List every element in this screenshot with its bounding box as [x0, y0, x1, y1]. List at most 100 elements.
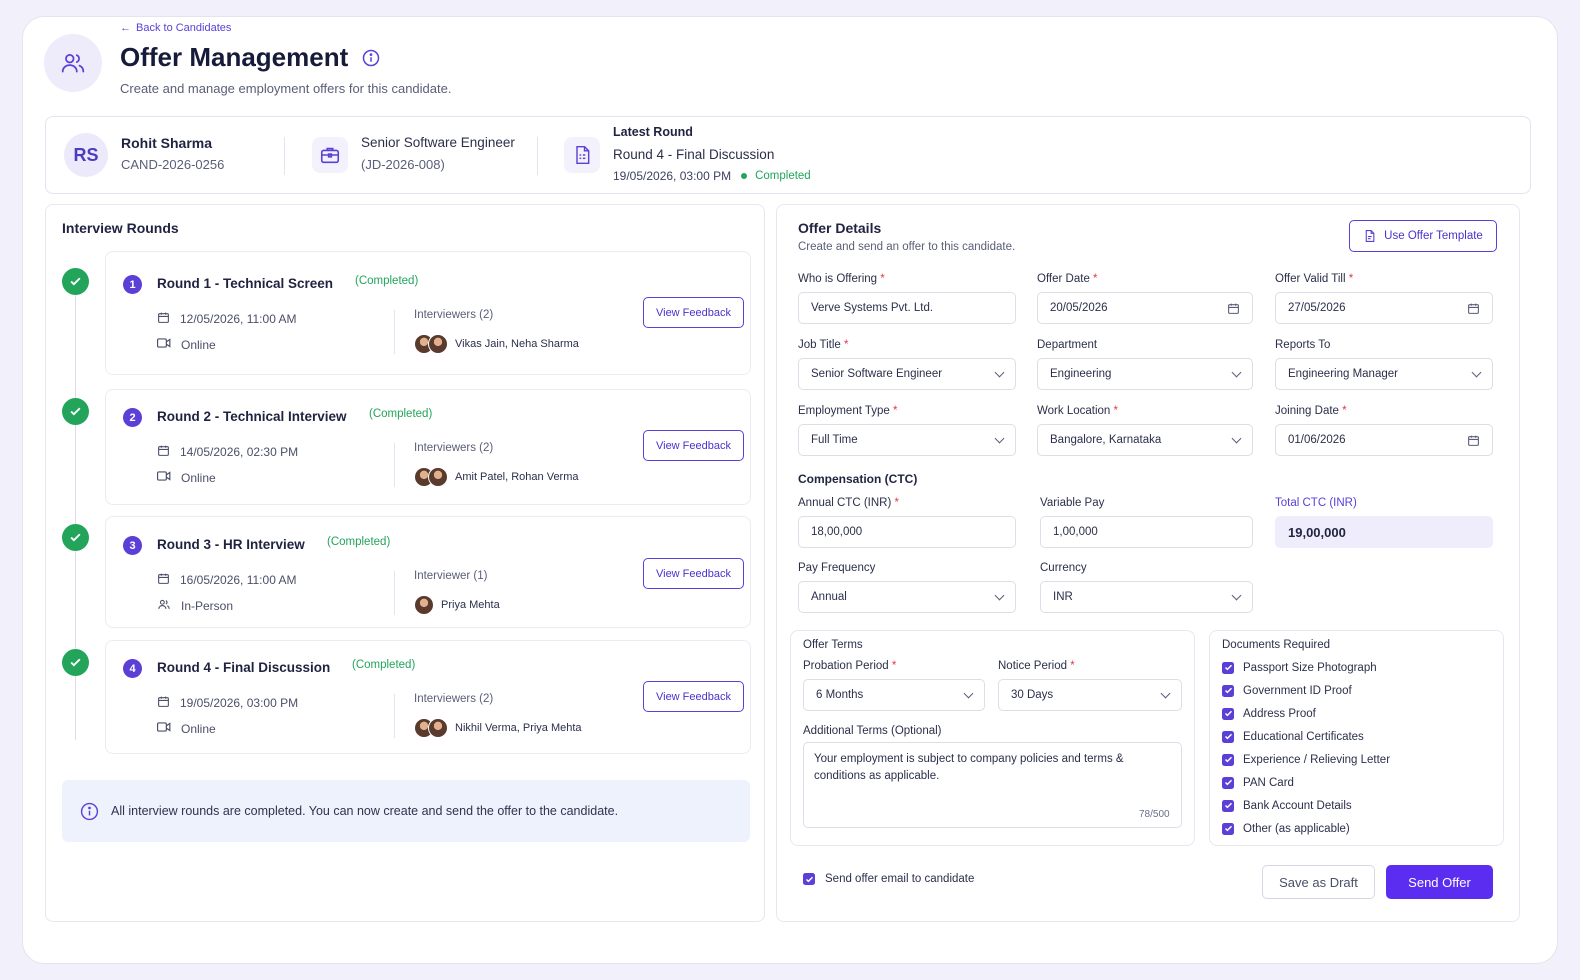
calendar-icon	[1468, 303, 1479, 314]
document-checkbox-item[interactable]: Government ID Proof	[1222, 679, 1390, 702]
variable-pay-label: Variable Pay	[1040, 497, 1105, 509]
document-checkbox-item[interactable]: Other (as applicable)	[1222, 817, 1390, 840]
use-offer-template-button[interactable]: Use Offer Template	[1349, 220, 1497, 252]
department-label: Department	[1037, 339, 1098, 351]
notice-label: Notice Period *	[998, 660, 1075, 672]
offer-date-field[interactable]: 20/05/2026	[1037, 292, 1253, 324]
timeline-line	[75, 294, 76, 740]
avatar: RS	[64, 133, 108, 177]
checkbox-checked-icon[interactable]	[1222, 684, 1234, 697]
back-to-candidates-link[interactable]: ← Back to Candidates	[120, 22, 231, 34]
interviewer-avatars	[414, 467, 448, 487]
round-number: 3	[123, 536, 142, 555]
divider	[394, 694, 395, 738]
send-offer-button[interactable]: Send Offer	[1386, 865, 1493, 899]
document-checkbox-item[interactable]: Bank Account Details	[1222, 794, 1390, 817]
offer-date-label: Offer Date *	[1037, 273, 1098, 285]
probation-label: Probation Period *	[803, 660, 897, 672]
document-checkbox-item[interactable]: Educational Certificates	[1222, 725, 1390, 748]
video-icon	[157, 721, 171, 736]
documents-title: Documents Required	[1222, 639, 1331, 651]
document-checkbox-item[interactable]: Address Proof	[1222, 702, 1390, 725]
arrow-left-icon: ←	[120, 22, 131, 34]
info-icon	[80, 802, 99, 820]
compensation-title: Compensation (CTC)	[798, 472, 918, 486]
view-feedback-button[interactable]: View Feedback	[643, 297, 744, 328]
candidate-summary-bar: RS Rohit Sharma CAND-2026-0256 Senior So…	[45, 116, 1531, 194]
avatar	[414, 595, 434, 615]
round-mode: In-Person	[157, 598, 233, 614]
send-email-option[interactable]: Send offer email to candidate	[803, 873, 974, 885]
currency-select[interactable]: INR	[1040, 581, 1253, 613]
round-card: 3 Round 3 - HR Interview (Completed) 16/05/…	[105, 516, 751, 628]
document-label: Bank Account Details	[1243, 799, 1352, 812]
checkbox-checked-icon[interactable]	[1222, 661, 1234, 674]
joining-date-field[interactable]: 01/06/2026	[1275, 424, 1493, 456]
checkbox-checked-icon[interactable]	[1222, 799, 1234, 812]
notice-select[interactable]: 30 Days	[998, 679, 1182, 711]
checkbox-checked-icon[interactable]	[1222, 753, 1234, 766]
round-card: 4 Round 4 - Final Discussion (Completed) 19…	[105, 640, 751, 754]
who-offering-field[interactable]: Verve Systems Pvt. Ltd.	[798, 292, 1016, 324]
chevron-down-icon	[1231, 367, 1242, 377]
offer-details-subtitle: Create and send an offer to this candida…	[798, 241, 1016, 253]
valid-till-field[interactable]: 27/05/2026	[1275, 292, 1493, 324]
info-banner: All interview rounds are completed. You …	[62, 780, 750, 842]
check-circle-icon	[62, 649, 89, 676]
work-location-select[interactable]: Bangalore, Karnataka	[1037, 424, 1253, 456]
document-checkbox-item[interactable]: Experience / Relieving Letter	[1222, 748, 1390, 771]
avatar	[428, 467, 448, 487]
job-title-select[interactable]: Senior Software Engineer	[798, 358, 1016, 390]
save-draft-button[interactable]: Save as Draft	[1262, 865, 1375, 899]
round-datetime: 16/05/2026, 11:00 AM	[157, 572, 297, 588]
page-subtitle: Create and manage employment offers for …	[120, 81, 452, 96]
checkbox-checked-icon[interactable]	[1222, 707, 1234, 720]
valid-till-label: Offer Valid Till *	[1275, 273, 1354, 285]
document-icon	[564, 137, 600, 173]
pay-frequency-select[interactable]: Annual	[798, 581, 1016, 613]
info-icon[interactable]	[362, 49, 380, 67]
round-number: 2	[123, 408, 142, 427]
document-label: PAN Card	[1243, 776, 1294, 789]
view-feedback-button[interactable]: View Feedback	[643, 430, 744, 461]
interviewer-avatars	[414, 334, 448, 354]
document-label: Address Proof	[1243, 707, 1316, 720]
round-title: Round 1 - Technical Screen	[157, 276, 334, 291]
template-button-label: Use Offer Template	[1384, 230, 1483, 242]
reports-to-select[interactable]: Engineering Manager	[1275, 358, 1493, 390]
total-ctc-value: 19,00,000	[1275, 516, 1493, 548]
document-checkbox-item[interactable]: Passport Size Photograph	[1222, 656, 1390, 679]
view-feedback-button[interactable]: View Feedback	[643, 681, 744, 712]
who-offering-label: Who is Offering *	[798, 273, 885, 285]
checkbox-checked-icon[interactable]	[1222, 776, 1234, 789]
latest-round-time: 19/05/2026, 03:00 PM	[613, 169, 732, 183]
checkbox-checked-icon[interactable]	[1222, 822, 1234, 835]
department-select[interactable]: Engineering	[1037, 358, 1253, 390]
checkbox-checked-icon[interactable]	[803, 873, 815, 885]
currency-label: Currency	[1040, 562, 1087, 574]
joining-date-label: Joining Date *	[1275, 405, 1347, 417]
additional-terms-textarea[interactable]: Your employment is subject to company po…	[803, 742, 1182, 828]
status-dot-icon	[741, 173, 748, 179]
employment-type-select[interactable]: Full Time	[798, 424, 1016, 456]
probation-select[interactable]: 6 Months	[803, 679, 985, 711]
interviewer-names: Priya Mehta	[414, 595, 500, 615]
annual-ctc-label: Annual CTC (INR) *	[798, 497, 899, 509]
documents-box	[1209, 630, 1504, 846]
chevron-down-icon	[994, 590, 1005, 600]
checkbox-checked-icon[interactable]	[1222, 730, 1234, 743]
annual-ctc-input[interactable]: 18,00,000	[798, 516, 1016, 548]
check-circle-icon	[62, 398, 89, 425]
document-checkbox-item[interactable]: PAN Card	[1222, 771, 1390, 794]
offer-terms-box	[790, 630, 1195, 846]
document-label: Educational Certificates	[1243, 730, 1364, 743]
latest-round-meta: 19/05/2026, 03:00 PM Completed	[613, 169, 811, 183]
variable-pay-input[interactable]: 1,00,000	[1040, 516, 1253, 548]
calendar-icon	[1468, 435, 1479, 446]
back-link-label: Back to Candidates	[136, 22, 232, 34]
view-feedback-button[interactable]: View Feedback	[643, 558, 744, 589]
round-status: (Completed)	[369, 408, 433, 420]
char-count: 78/500	[1139, 809, 1170, 820]
calendar-icon	[157, 695, 170, 711]
divider	[394, 443, 395, 487]
